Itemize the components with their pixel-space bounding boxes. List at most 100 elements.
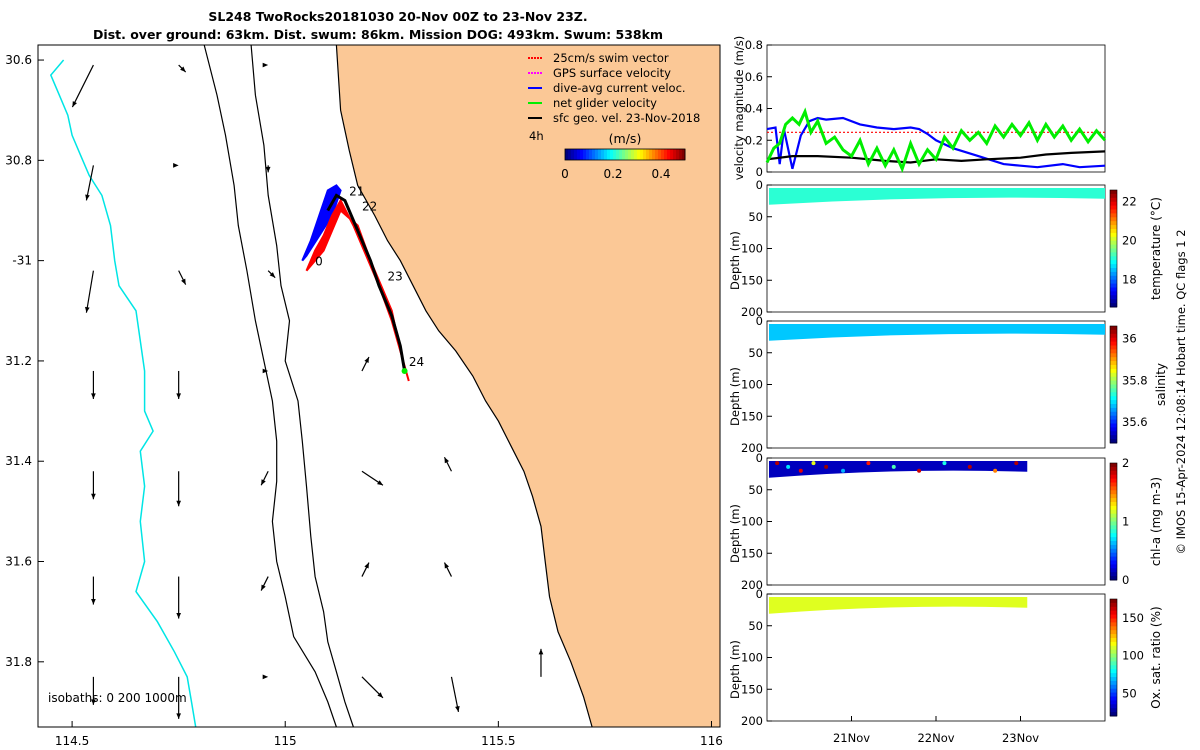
salinity-section-colorbar-tick-1: 35.8 [1122,373,1148,387]
map-colorbar-cell-15 [610,149,614,160]
chla-section-spot-9 [942,461,947,466]
velocity-y-tick-label-1: 0.2 [745,133,763,147]
map-colorbar-cell-35 [670,149,674,160]
temperature-section-colorbar-cell-4 [1110,205,1117,210]
temperature-section-colorbar-cell-17 [1110,256,1117,261]
chla-section-spot-3 [811,461,816,466]
salinity-section-colorbar-cell-17 [1110,392,1117,397]
velocity-y-tick-label-0: 0 [756,165,763,179]
map-colorbar-cell-29 [652,149,656,160]
chla-section-colorbar-cell-1 [1110,466,1117,472]
salinity-section-colorbar-cell-28 [1110,435,1117,440]
map-y-tick-label-4: 31.4 [5,454,32,468]
geo-vector-head-9 [91,393,96,399]
map-colorbar-cell-37 [676,149,680,160]
map-colorbar-cell-20 [625,149,629,160]
temperature-section-colorbar-cell-21 [1110,271,1117,277]
geo-vector-3 [85,165,95,201]
temperature-section-colorbar-cell-14 [1110,244,1117,249]
salinity-section-colorbar-cell-24 [1110,419,1117,424]
map-colorbar-cell-19 [622,149,626,160]
chla-section-colorbar-cell-20 [1110,541,1117,546]
map-colorbar-cell-26 [643,149,647,160]
oxygen-section-colorbar-cell-20 [1110,677,1117,682]
salinity-section-colorbar-cell-15 [1110,384,1117,389]
salinity-section-colorbar-frame [1109,325,1118,444]
legend-label-0: 25cm/s swim vector [553,51,669,65]
geo-vector-head-4 [173,163,179,168]
velocity-ylabel: velocity magnitude (m/s) [732,36,746,181]
temperature-section-colorbar-cell-28 [1110,299,1117,304]
velocity-y-tick-label-3: 0.6 [745,70,763,84]
temperature-section-colorbar-cell-11 [1110,232,1117,238]
chla-section-band [769,461,1028,478]
chla-section-spot-12 [1014,461,1019,466]
oxygen-section-colorbar-cell-29 [1110,712,1117,717]
oxygen-section-colorbar-cell-0 [1110,599,1117,604]
oxygen-section-colorbar-cell-27 [1110,704,1117,709]
salinity-section-colorbar-cell-5 [1110,345,1117,350]
oxygen-section-colorbar-cell-16 [1110,661,1117,666]
chla-section-colorbar-cell-10 [1110,502,1117,507]
oxygen-section-colorbar-cell-12 [1110,645,1117,651]
salinity-section-colorbar-cell-16 [1110,388,1117,393]
map-colorbar-cell-24 [637,149,641,160]
temperature-section-y-tick-label-3: 150 [741,273,763,287]
coastline [335,44,593,728]
salinity-section-colorbar-cell-11 [1110,368,1117,374]
geo-vector-head-6 [85,306,90,313]
oxygen-section-colorbar-cell-4 [1110,614,1117,619]
temperature-section: 0 50 100 150 200 Depth (m) 18 20 22 temperature (… [728,178,1163,319]
temperature-section-colorbar-cell-18 [1110,260,1117,265]
geo-vector-head-21 [364,562,369,569]
oxygen-section-colorbar-cell-14 [1110,653,1117,658]
chla-section-spot-8 [917,468,922,473]
geo-vector-head-1 [180,66,186,73]
chla-section-colorbar-cell-27 [1110,568,1117,573]
oxygen-section-colorbar-cell-9 [1110,634,1117,639]
salinity-section-colorbar-cell-22 [1110,411,1117,417]
temperature-section-colorbar-tick-1: 20 [1122,234,1137,248]
map-colorbar-cell-32 [661,149,665,160]
chla-section-colorbar-frame [1109,462,1118,581]
map-land [336,45,720,727]
oxygen-section-ylabel: Depth (m) [728,640,742,699]
temperature-section-colorbar-cell-25 [1110,287,1117,292]
salinity-section-colorbar-cell-14 [1110,380,1117,385]
oxygen-section-colorbar-label: Ox. sat. ratio (%) [1149,606,1163,708]
oxygen-section-colorbar-tick-1: 100 [1122,649,1144,663]
isobath-200m [250,44,354,728]
map-colorbar-tick-0: 0 [561,167,569,181]
salinity-section-colorbar-cell-20 [1110,404,1117,409]
velocity-y-tick-label-4: 0.8 [745,38,763,52]
salinity-section-colorbar-tick-2: 36 [1122,332,1137,346]
chla-section-colorbar-tick-0: 0 [1122,573,1129,587]
map-y-tick-label-3: 31.2 [5,354,32,368]
salinity-section-colorbar-cell-7 [1110,353,1117,358]
oxygen-section-colorbar-cell-3 [1110,610,1117,616]
chla-section-spot-10 [967,464,972,469]
salinity-section-colorbar-label: salinity [1154,363,1168,406]
chla-section-spot-2 [798,468,803,473]
figure-title: SL248 TwoRocks20181030 20-Nov 00Z to 23-… [208,9,587,24]
map-colorbar-cell-10 [595,149,599,160]
oxygen-section-y-tick-label-0: 0 [756,587,763,601]
chla-section-colorbar-cell-13 [1110,513,1117,519]
oxygen-section-colorbar-cell-24 [1110,692,1117,697]
legend-label-1: GPS surface velocity [553,66,671,80]
day-label-3: 24 [409,355,424,369]
map-colorbar-cell-8 [589,149,593,160]
geo-vector-head-11 [262,368,269,374]
temperature-section-y-tick-label-2: 100 [741,242,763,256]
map-colorbar-cell-16 [613,149,617,160]
chla-section-colorbar-cell-3 [1110,474,1117,480]
oxygen-section-y-tick-label-2: 100 [741,651,763,665]
map-colorbar-cell-7 [586,149,590,160]
offshore-contour [49,59,197,728]
map-colorbar-cell-30 [655,149,659,160]
temperature-section-colorbar-cell-5 [1110,209,1117,214]
map-colorbar-cell-17 [616,149,620,160]
chla-section-colorbar-cell-4 [1110,478,1117,483]
map-colorbar-cell-2 [571,149,575,160]
